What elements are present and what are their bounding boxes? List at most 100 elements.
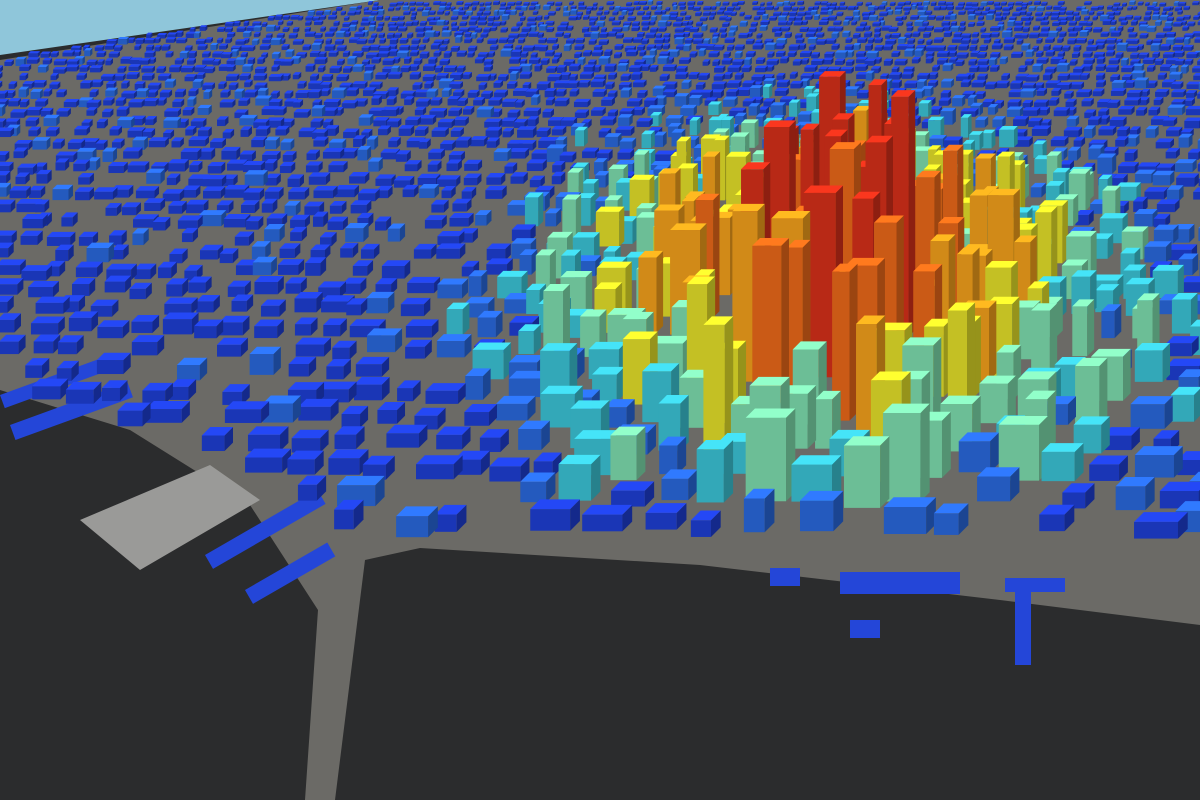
building-front	[1059, 21, 1066, 26]
building	[917, 72, 931, 81]
building-front	[820, 11, 827, 15]
building-roof	[424, 6, 432, 9]
building-roof	[396, 21, 405, 24]
building-side	[853, 5, 856, 11]
building-front	[1154, 60, 1162, 66]
building	[621, 9, 628, 16]
building-side	[764, 6, 766, 11]
building-front	[977, 54, 985, 59]
building-front	[1106, 52, 1113, 57]
building	[1133, 15, 1142, 21]
building-roof	[906, 21, 913, 24]
building-front	[976, 22, 983, 27]
building-side	[281, 14, 283, 20]
building-roof	[1193, 15, 1200, 17]
building	[626, 2, 633, 7]
building-side	[344, 10, 346, 16]
building-front	[286, 22, 292, 26]
building-front	[446, 3, 451, 7]
building-front	[378, 23, 383, 27]
building-roof	[753, 15, 761, 18]
building-side	[340, 6, 343, 11]
building-front	[340, 12, 345, 16]
building-front	[271, 54, 279, 59]
building-front	[363, 8, 368, 12]
building	[1142, 57, 1156, 65]
building	[1067, 38, 1077, 45]
building	[863, 31, 873, 38]
building	[654, 37, 665, 44]
building-front	[721, 60, 731, 65]
building	[471, 5, 477, 11]
building-side	[360, 5, 362, 10]
building-front	[1013, 27, 1022, 32]
building	[724, 37, 736, 44]
building-side	[1092, 10, 1095, 16]
building	[990, 26, 1001, 32]
building-roof	[710, 11, 717, 14]
building	[1110, 30, 1122, 37]
building-front	[753, 17, 759, 21]
building-side	[886, 11, 889, 17]
building	[422, 74, 436, 82]
building-side	[803, 6, 805, 11]
building-front	[980, 34, 990, 39]
building-side	[1005, 1, 1007, 6]
building-side	[534, 16, 537, 22]
building	[1046, 5, 1053, 10]
building-front	[627, 8, 634, 12]
building-roof	[1028, 6, 1036, 8]
building	[645, 32, 657, 39]
building	[574, 44, 585, 51]
building-roof	[810, 9, 818, 12]
building-roof	[661, 14, 671, 17]
building	[607, 31, 618, 37]
building	[1165, 32, 1176, 38]
building	[336, 74, 350, 82]
building-front	[538, 39, 545, 44]
building-roof	[885, 7, 891, 9]
building-front	[1093, 29, 1101, 33]
building	[465, 10, 474, 16]
building-roof	[252, 21, 262, 24]
building	[1086, 44, 1099, 51]
building-roof	[681, 21, 689, 23]
building	[458, 10, 466, 16]
building-side	[566, 5, 569, 12]
building	[942, 25, 951, 31]
building	[980, 32, 992, 39]
building-front	[354, 33, 364, 38]
building-roof	[569, 1, 574, 3]
building-front	[811, 60, 822, 66]
building-front	[479, 3, 483, 7]
building-front	[483, 12, 490, 16]
building-roof	[818, 19, 829, 22]
building-front	[542, 6, 550, 10]
building-side	[415, 11, 418, 17]
building-front	[977, 61, 987, 66]
building-front	[983, 39, 990, 44]
building-front	[824, 53, 833, 58]
building	[1183, 37, 1191, 45]
building	[852, 10, 860, 17]
building-front	[1178, 3, 1185, 7]
building-front	[270, 39, 280, 46]
building-front	[922, 23, 928, 27]
building-front	[519, 33, 527, 38]
building-roof	[343, 16, 350, 18]
building	[838, 5, 848, 10]
building-front	[622, 27, 628, 32]
building-front	[1131, 21, 1137, 26]
building	[335, 30, 346, 38]
building	[608, 16, 616, 22]
building-front	[309, 52, 319, 57]
building-front	[903, 8, 910, 11]
building-front	[860, 23, 866, 27]
building-front	[1183, 7, 1189, 11]
building-side	[665, 20, 668, 27]
building-side	[1124, 16, 1127, 22]
building	[1018, 10, 1027, 16]
building-roof	[1041, 1, 1048, 4]
